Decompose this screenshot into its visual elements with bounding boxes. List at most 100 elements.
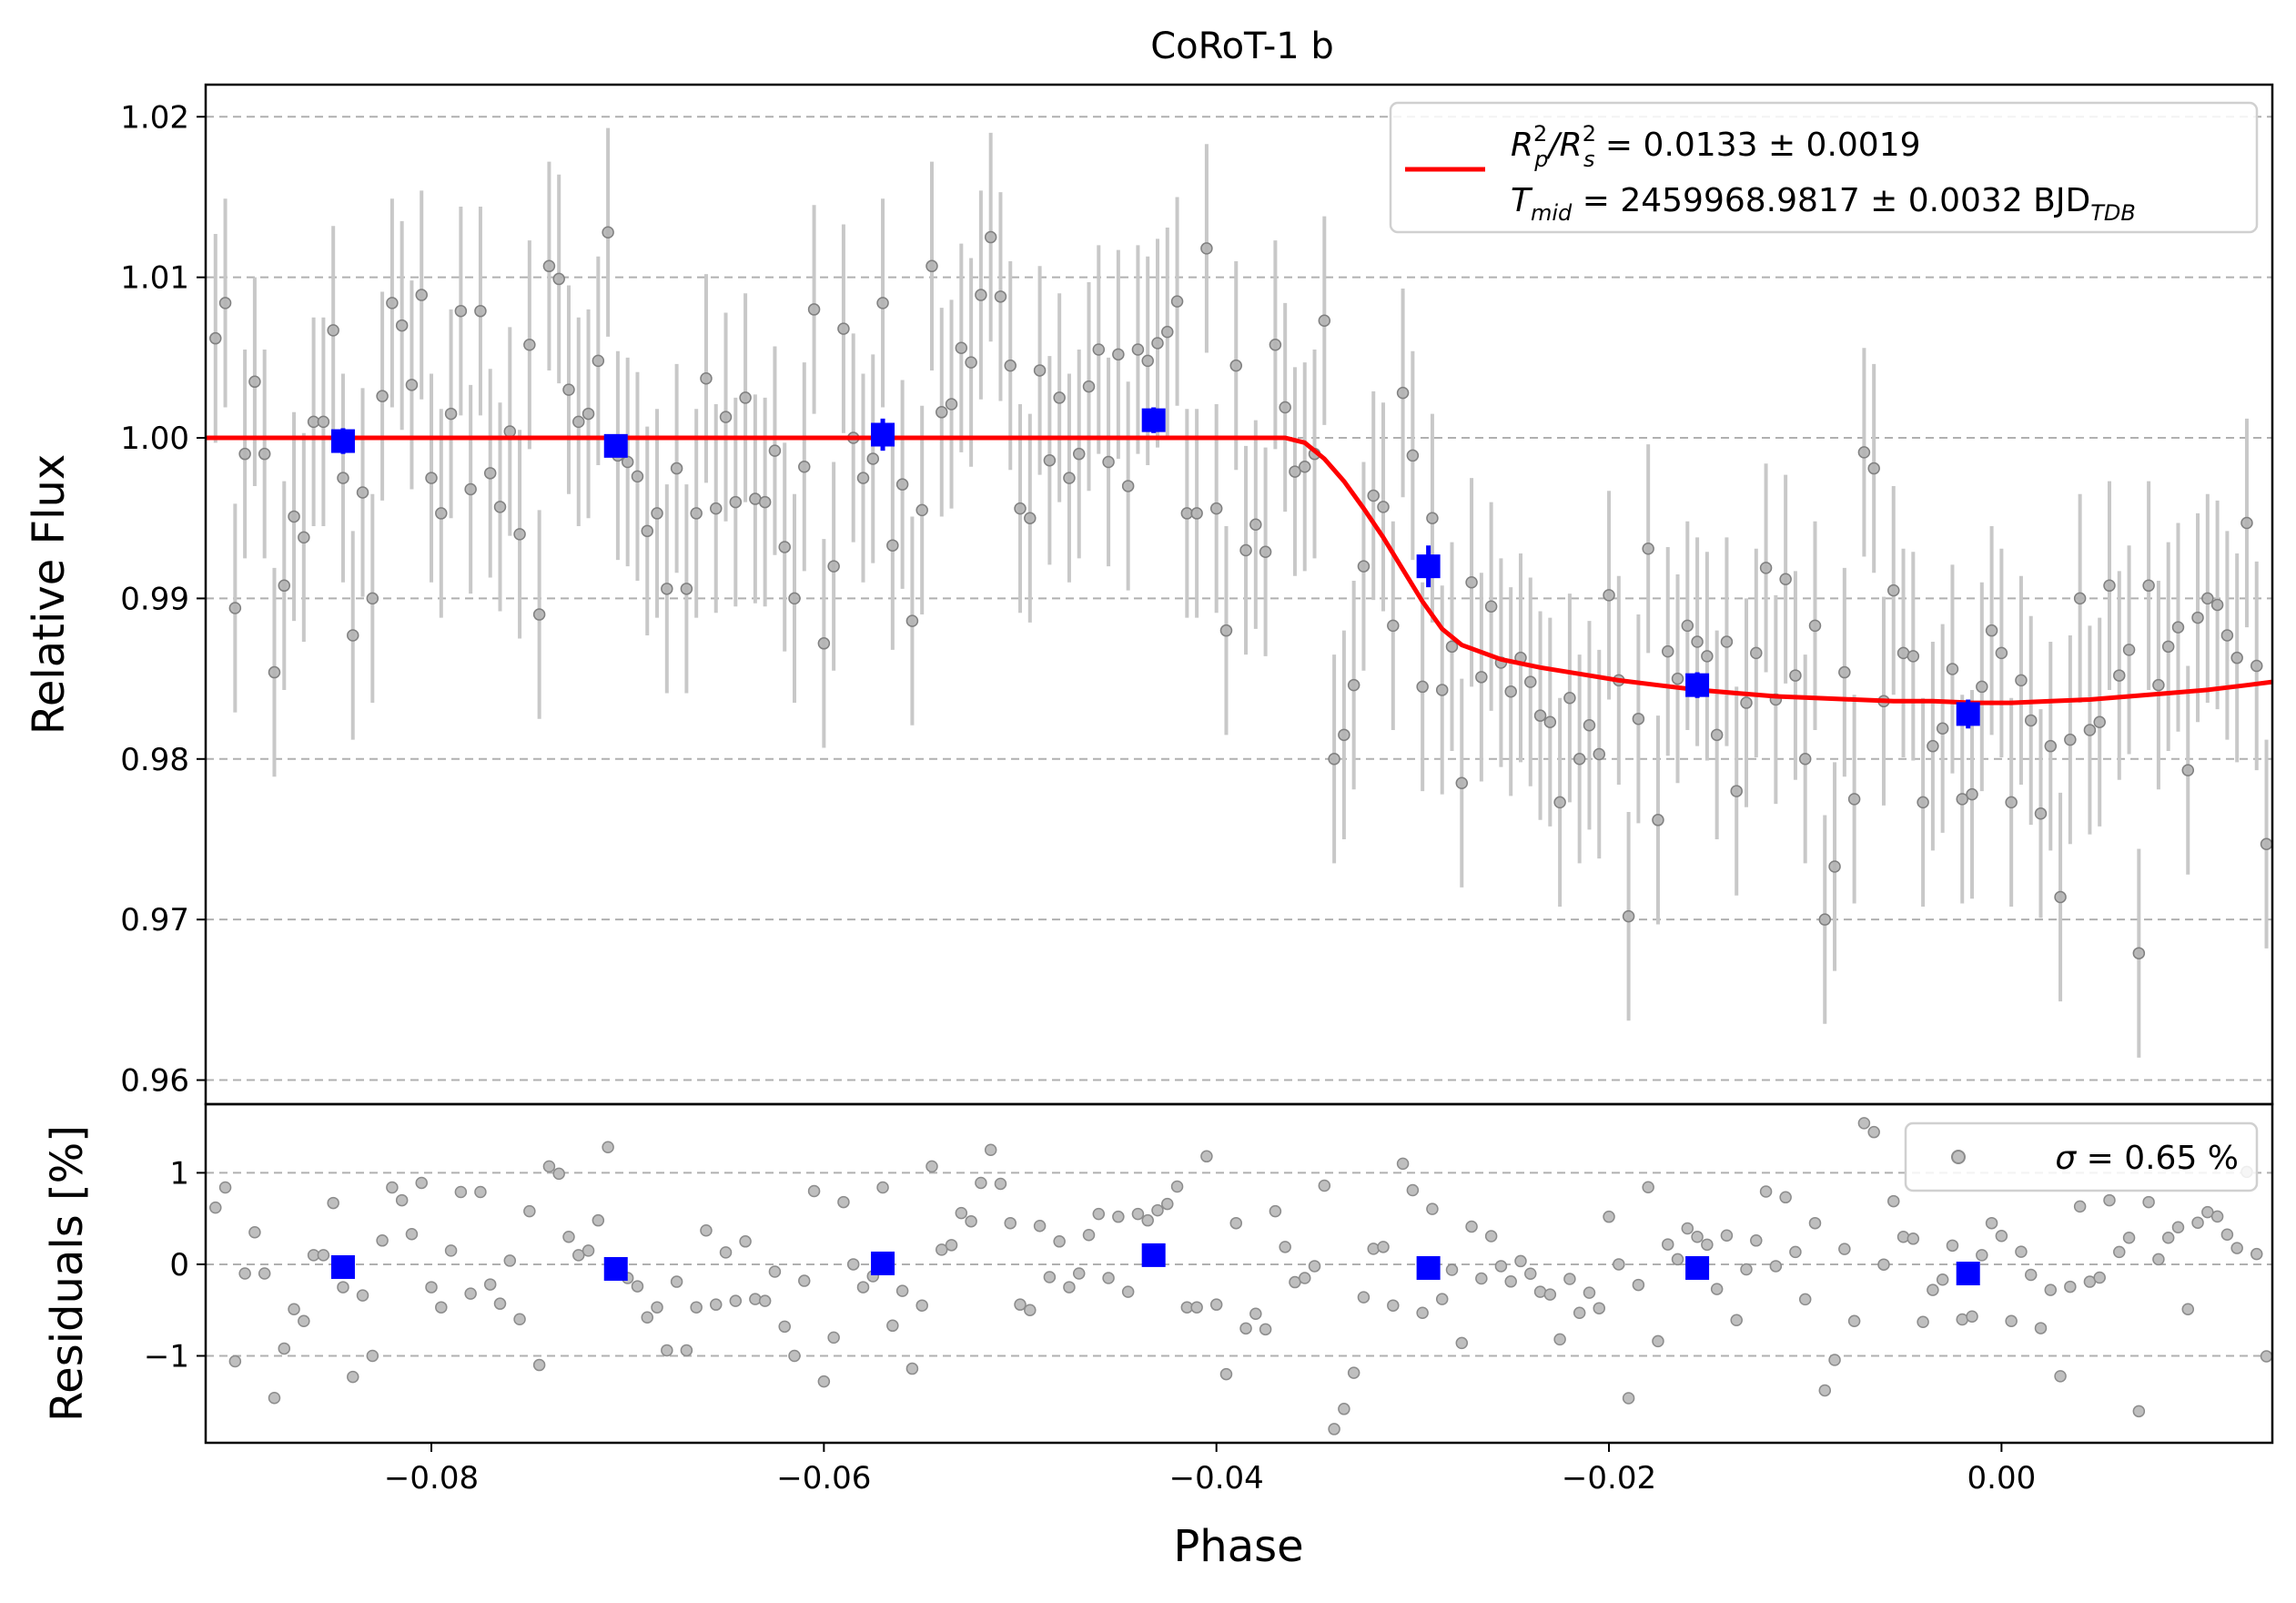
residual-data-point (2260, 1350, 2273, 1363)
flux-data-point (739, 391, 752, 404)
flux-data-point (925, 259, 938, 273)
flux-data-point (1927, 739, 1939, 753)
flux-data-point (1917, 796, 1929, 809)
flux-data-point (1338, 728, 1350, 742)
flux-data-point (798, 461, 811, 473)
residual-data-point (2191, 1216, 2204, 1229)
residual-data-point (1789, 1245, 1802, 1259)
residual-data-point (2054, 1370, 2067, 1383)
legend-mid-transit-label: Tmid = 2459968.9817 ± 0.0032 BJDTDB (1511, 182, 2136, 226)
flux-data-point (513, 528, 526, 541)
flux-data-point (817, 637, 831, 650)
x-tick-label: −0.04 (1169, 1460, 1264, 1496)
flux-data-point (1632, 712, 1645, 725)
residual-data-point (994, 1177, 1007, 1191)
flux-data-point (2161, 640, 2175, 654)
binned-point (1685, 673, 1710, 697)
residual-data-point (768, 1265, 782, 1278)
residual-data-point (2220, 1228, 2234, 1242)
binned-point (330, 429, 355, 453)
residual-data-point (552, 1167, 565, 1181)
flux-data-point (2122, 644, 2136, 656)
flux-y-tick-label: 0.99 (120, 581, 189, 617)
flux-data-point (1976, 680, 1988, 694)
residual-data-point (405, 1228, 419, 1241)
residual-data-point (1563, 1273, 1576, 1285)
residuals-y-tick-label: 0 (169, 1247, 189, 1283)
flux-data-point (1024, 512, 1037, 524)
flux-data-point (1072, 447, 1086, 461)
residual-data-point (837, 1195, 850, 1209)
residual-data-point (1092, 1207, 1106, 1221)
residual-data-point (895, 1284, 909, 1297)
flux-data-point (1151, 337, 1164, 350)
flux-data-point (719, 411, 733, 423)
flux-data-point (228, 602, 242, 614)
residual-data-point (936, 1243, 948, 1256)
flux-data-point (680, 583, 693, 595)
residual-data-point (1014, 1298, 1027, 1311)
flux-data-point (1406, 449, 1420, 462)
flux-data-point (1387, 619, 1400, 633)
residual-data-point (1828, 1354, 1841, 1366)
residual-data-point (493, 1297, 507, 1310)
flux-data-point (1533, 709, 1547, 722)
flux-data-point (2171, 621, 2185, 634)
residual-data-point (1239, 1322, 1252, 1335)
residuals-y-ticks: −1 0 1 (144, 1155, 206, 1375)
residual-data-point (258, 1267, 271, 1280)
x-axis-ticks: −0.08 −0.06 −0.04 −0.02 0.00 (384, 1443, 2036, 1496)
residual-data-point (1907, 1233, 1920, 1245)
flux-data-point (1229, 359, 1243, 372)
flux-data-point (2005, 796, 2018, 809)
flux-legend: R2 p/R2 s = 0.0133 ± 0.0019 Tmid = 2459968… (1389, 101, 2259, 234)
residual-data-point (2034, 1322, 2048, 1334)
flux-data-point (1318, 314, 1331, 328)
residual-data-point (1985, 1216, 1998, 1230)
residual-data-point (798, 1274, 811, 1287)
flux-data-point (621, 455, 634, 469)
residual-data-point (1524, 1267, 1537, 1281)
residual-data-point (1504, 1275, 1517, 1288)
binned-point (871, 422, 895, 447)
flux-data-point (1798, 753, 1812, 766)
residual-data-point (1691, 1231, 1704, 1243)
residual-data-point (1798, 1293, 1812, 1306)
residual-data-point (2171, 1221, 2185, 1233)
flux-y-tick-label: 0.96 (120, 1063, 189, 1100)
residual-data-point (2230, 1242, 2243, 1254)
residual-data-point (298, 1314, 310, 1328)
flux-data-point (1190, 507, 1203, 520)
flux-data-point (592, 354, 605, 368)
residual-data-point (1004, 1216, 1017, 1230)
residual-data-point (945, 1239, 958, 1252)
residual-data-point (483, 1278, 497, 1291)
residual-data-point (749, 1293, 762, 1305)
residual-data-point (876, 1181, 889, 1194)
binned-point (603, 433, 628, 458)
flux-data-point (2220, 629, 2234, 642)
residual-data-point (1445, 1263, 1459, 1276)
flux-data-point (258, 447, 271, 461)
flux-data-point (503, 425, 517, 438)
flux-data-point (1435, 684, 1449, 696)
residual-data-point (1710, 1283, 1724, 1295)
flux-data-point (337, 472, 349, 484)
flux-data-point (1377, 501, 1390, 513)
flux-data-point (1867, 462, 1880, 475)
residual-data-point (1121, 1285, 1135, 1298)
residual-data-point (905, 1362, 919, 1375)
residual-data-point (1701, 1238, 1714, 1252)
flux-data-point (2024, 714, 2038, 727)
residual-data-point (1779, 1191, 1792, 1204)
flux-data-point (1671, 672, 1684, 685)
flux-data-point (1759, 562, 1773, 574)
flux-data-point (1563, 692, 1576, 705)
flux-data-point (1121, 480, 1135, 492)
flux-data-point (317, 415, 330, 429)
flux-data-point (1082, 380, 1096, 393)
flux-data-points (209, 226, 2273, 959)
flux-data-point (2015, 674, 2028, 687)
residual-data-point (1730, 1314, 1743, 1327)
flux-data-point (1328, 753, 1340, 766)
